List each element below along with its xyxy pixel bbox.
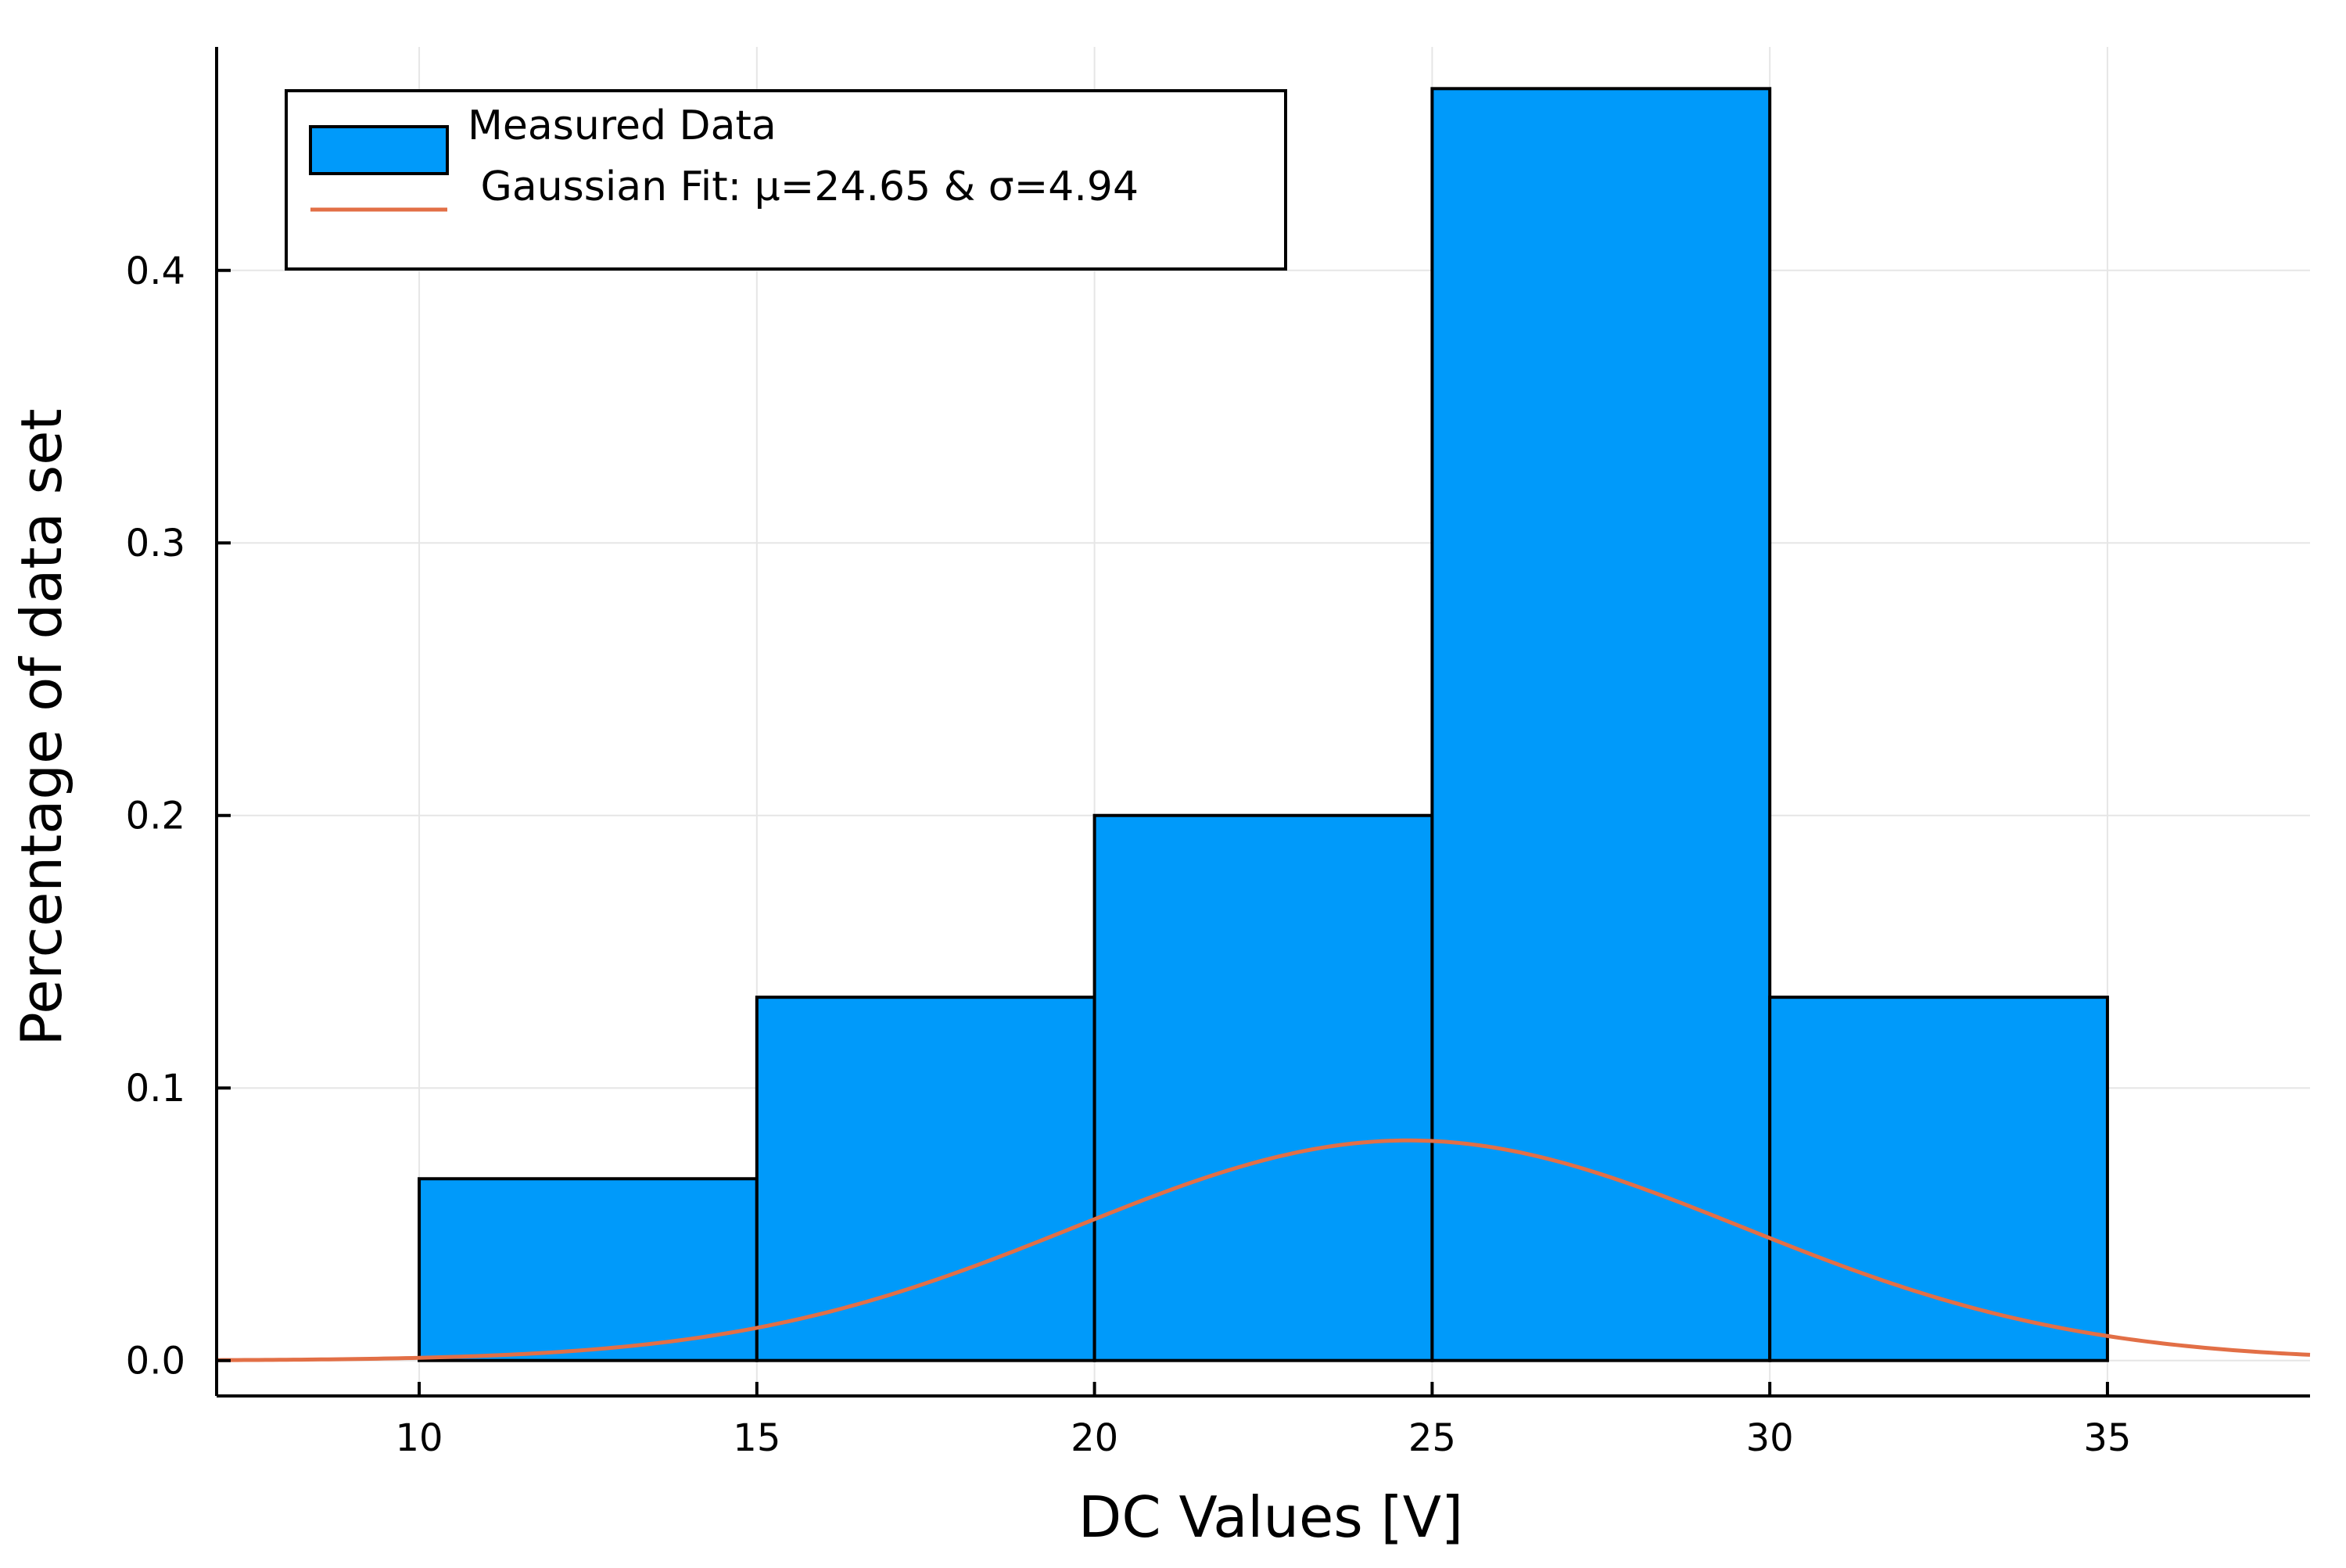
y-tick-label-2: 0.2 [126, 795, 185, 838]
y-tick-label-4: 0.4 [126, 249, 185, 293]
legend: Measured Data Gaussian Fit: μ=24.65 & σ=… [285, 89, 1287, 271]
y-tick-label-3: 0.3 [126, 522, 185, 565]
histogram-bar-2 [1092, 813, 1434, 1362]
legend-label-measured-data: Measured Data [468, 102, 777, 149]
legend-swatch-measured-data [309, 125, 449, 175]
x-tick-label-2: 20 [1071, 1416, 1118, 1460]
histogram-bars [418, 87, 2109, 1362]
histogram-bar-0 [418, 1177, 759, 1362]
gaussian-curve-layer [216, 1138, 2311, 1362]
histogram-bar-1 [755, 996, 1096, 1362]
histogram-bar-4 [1768, 996, 2109, 1362]
x-tick-label-4: 30 [1746, 1416, 1794, 1460]
x-tick-label-0: 10 [396, 1416, 443, 1460]
y-tick-label-0: 0.0 [126, 1340, 185, 1383]
x-tick-label-1: 15 [733, 1416, 780, 1460]
y-tick-label-1: 0.1 [126, 1067, 185, 1111]
x-axis-title: DC Values [V] [1078, 1484, 1463, 1550]
x-tick-label-3: 25 [1408, 1416, 1456, 1460]
legend-label-gaussian-fit: Gaussian Fit: μ=24.65 & σ=4.94 [468, 163, 1139, 210]
tick-labels: 10 15 20 25 30 35 0.0 0.1 0.2 0.3 0.4 [126, 249, 2132, 1460]
x-tick-label-5: 35 [2083, 1416, 2131, 1460]
histogram-bar-3 [1430, 87, 1772, 1362]
gaussian-fit-curve [216, 1138, 2311, 1362]
legend-box [285, 89, 1287, 271]
y-axis-title: Percentage of data set [9, 408, 74, 1046]
